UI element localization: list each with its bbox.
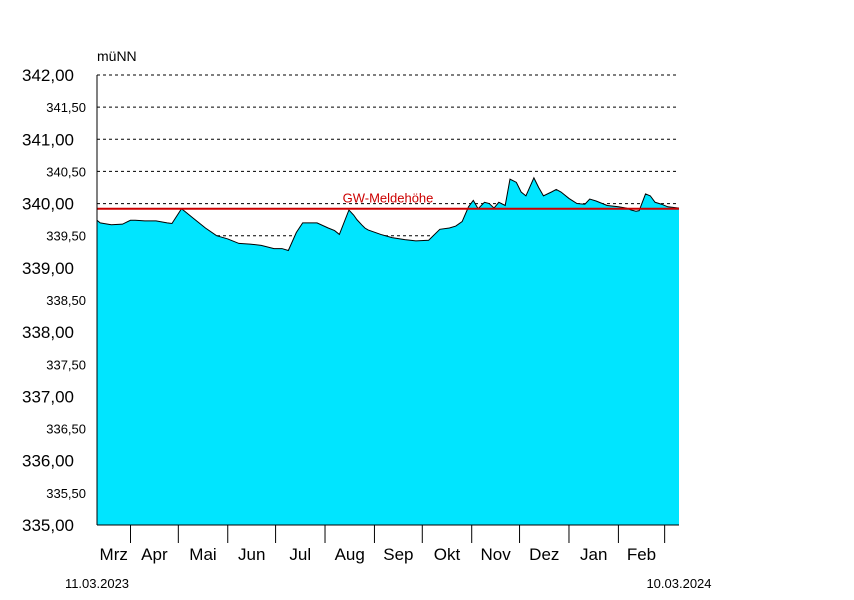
x-month-label: Mai	[189, 545, 216, 564]
start-date-label: 11.03.2023	[65, 576, 129, 591]
y-tick-label: 339,00	[22, 259, 74, 278]
y-tick-label: 336,50	[46, 422, 86, 437]
x-month-label: Aug	[335, 545, 365, 564]
x-month-label: Jun	[238, 545, 265, 564]
y-tick-label: 342,00	[22, 66, 74, 85]
y-tick-label: 341,00	[22, 130, 74, 149]
x-month-label: Jan	[580, 545, 607, 564]
end-date-label: 10.03.2024	[646, 576, 711, 591]
y-unit-label: müNN	[97, 48, 137, 64]
y-tick-label: 337,50	[46, 357, 86, 372]
threshold-label: GW-Meldehöhe	[343, 191, 434, 206]
x-axis-ticks: Mrz Apr Mai Jun Jul Aug Sep Okt Nov Dez Jan Feb	[100, 525, 666, 564]
y-tick-label: 339,50	[46, 229, 86, 244]
y-tick-label: 335,50	[46, 486, 86, 501]
x-month-label: Feb	[627, 545, 656, 564]
y-tick-label: 340,50	[46, 164, 86, 179]
x-month-label: Apr	[141, 545, 168, 564]
x-month-label: Nov	[480, 545, 511, 564]
y-tick-label: 338,00	[22, 323, 74, 342]
y-tick-label: 341,50	[46, 100, 86, 115]
x-month-label: Dez	[529, 545, 559, 564]
x-month-label: Sep	[383, 545, 413, 564]
x-month-label: Okt	[434, 545, 461, 564]
y-tick-label: 340,00	[22, 195, 74, 214]
water-level-area	[97, 177, 679, 526]
y-axis-ticks: 342,00 341,50 341,00 340,50 340,00 339,50 339,…	[22, 66, 86, 535]
y-tick-label: 338,50	[46, 293, 86, 308]
x-month-label: Jul	[289, 545, 311, 564]
y-tick-label: 335,00	[22, 516, 74, 535]
y-tick-label: 336,00	[22, 452, 74, 471]
water-level-line	[96, 176, 680, 252]
x-month-label: Mrz	[100, 545, 128, 564]
y-tick-label: 337,00	[22, 387, 74, 406]
